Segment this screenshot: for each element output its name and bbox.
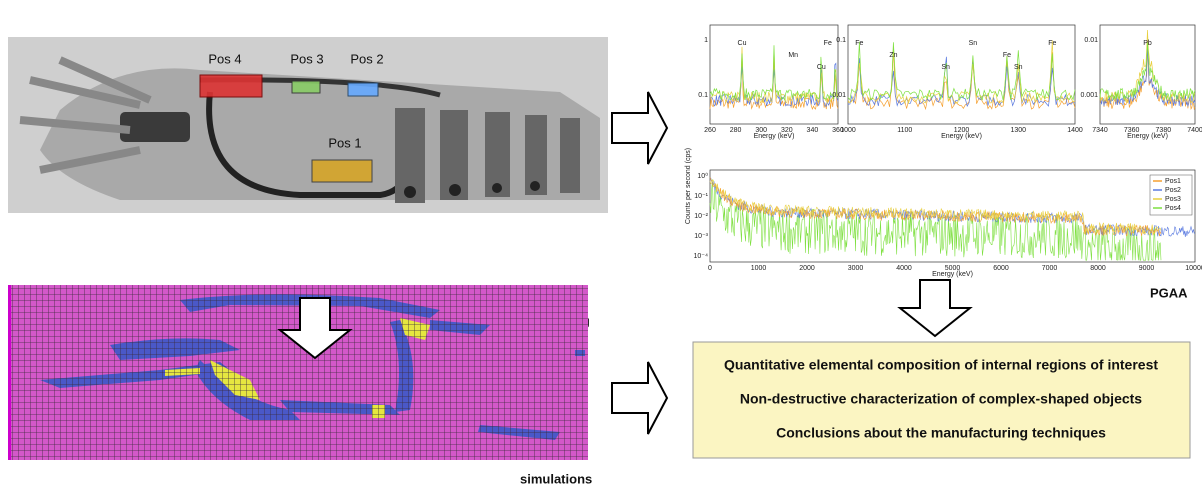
result-line: Quantitative elemental composition of in… [724, 357, 1158, 373]
x-tick-label: 360 [832, 127, 844, 134]
arrow [611, 361, 669, 435]
simulations-label: simulations [520, 471, 592, 486]
spectrum-trace [709, 62, 839, 107]
position-label: Pos 4 [208, 51, 241, 66]
x-tick-label: 300 [755, 127, 767, 134]
legend-label: Pos4 [1165, 205, 1181, 212]
x-tick-label: 6000 [993, 265, 1009, 272]
x-tick-label: 9000 [1139, 265, 1155, 272]
x-tick-label: 320 [781, 127, 793, 134]
x-tick-label: 260 [704, 127, 716, 134]
overview-trace [709, 179, 1162, 261]
x-tick-label: 4000 [896, 265, 912, 272]
x-axis-label: Energy (keV) [932, 271, 973, 278]
x-tick-label: 2000 [799, 265, 815, 272]
arrow [277, 297, 353, 360]
x-tick-label: 7360 [1124, 127, 1140, 134]
x-tick-label: 1100 [897, 127, 912, 134]
x-tick-label: 7000 [1042, 265, 1058, 272]
element-label: Fe [855, 40, 863, 47]
element-label: Fe [824, 40, 832, 47]
y-tick-label: 10⁻² [694, 213, 708, 220]
overview-trace [709, 179, 1162, 235]
x-tick-label: 1400 [1067, 127, 1083, 134]
result-line: Conclusions about the manufacturing tech… [776, 425, 1106, 441]
element-label: Pb [1143, 40, 1152, 47]
pgaa-label: PGAA [1150, 285, 1188, 300]
position-label: Pos 1 [328, 135, 361, 150]
element-label: Sn [1014, 64, 1023, 71]
overview-trace [709, 177, 1162, 237]
legend-label: Pos2 [1165, 187, 1181, 194]
x-tick-label: 10000 [1185, 265, 1202, 272]
results-box [692, 341, 1191, 459]
y-tick-label: 10⁻¹ [694, 193, 708, 200]
element-label: Fe [1048, 40, 1056, 47]
y-tick-label: 10⁻⁴ [694, 253, 709, 260]
x-tick-label: 7340 [1092, 127, 1108, 134]
x-tick-label: 1000 [840, 127, 856, 134]
x-tick-label: 8000 [1090, 265, 1106, 272]
x-tick-label: 5000 [945, 265, 961, 272]
simulation-map [8, 285, 588, 460]
spectrum-trace [847, 40, 1076, 105]
y-tick-label: 0.01 [1084, 37, 1098, 44]
spectrum-trace [709, 45, 839, 102]
element-label: Sn [941, 64, 950, 71]
y-tick-label: 10⁰ [697, 172, 708, 180]
x-tick-label: 340 [807, 127, 819, 134]
arrow [611, 91, 669, 165]
result-line: Non-destructive characterization of comp… [740, 391, 1142, 407]
position-label: Pos 3 [290, 51, 323, 66]
element-label: Cu [817, 64, 826, 71]
spectrum-trace [1099, 42, 1196, 101]
element-label: Cu [738, 40, 747, 47]
x-axis-label: Energy (keV) [941, 133, 982, 140]
radiograph [8, 37, 608, 213]
legend-label: Pos3 [1165, 196, 1181, 203]
x-tick-label: 280 [730, 127, 742, 134]
x-tick-label: 7400 [1187, 127, 1202, 134]
arrow [897, 279, 973, 338]
y-tick-label: 1 [704, 37, 708, 44]
y-tick-label: 0.01 [832, 92, 846, 99]
position-label: Pos 2 [350, 51, 383, 66]
element-label: Fe [1003, 52, 1011, 59]
x-tick-label: 1300 [1010, 127, 1026, 134]
x-axis-label: Energy (keV) [1127, 133, 1168, 140]
element-label: Mn [788, 52, 798, 59]
x-tick-label: 1000 [751, 265, 767, 272]
spectrum-panel [1099, 24, 1196, 125]
y-axis-label: Counts per second (cps) [685, 148, 692, 224]
spectrum-panel [847, 24, 1076, 125]
legend-label: Pos1 [1165, 178, 1181, 185]
element-label: Sn [969, 40, 978, 47]
x-tick-label: 3000 [848, 265, 864, 272]
x-axis-label: Energy (keV) [754, 133, 795, 140]
y-tick-label: 10⁻³ [694, 233, 708, 240]
spectrum-trace [847, 41, 1076, 101]
y-tick-label: 0.1 [836, 37, 846, 44]
y-tick-label: 0.001 [1080, 92, 1098, 99]
x-tick-label: 1200 [954, 127, 970, 134]
x-tick-label: 7380 [1156, 127, 1172, 134]
y-tick-label: 0.1 [698, 92, 708, 99]
spectrum-trace [847, 48, 1076, 111]
element-label: Zn [889, 52, 897, 59]
spectrum-trace [1099, 29, 1196, 104]
x-tick-label: 0 [708, 265, 712, 272]
